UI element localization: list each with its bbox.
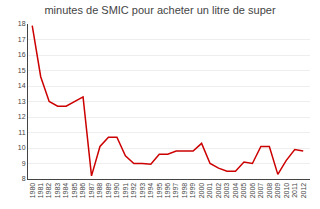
svg-text:2006: 2006 bbox=[249, 183, 256, 199]
svg-text:16: 16 bbox=[18, 51, 26, 58]
svg-text:1999: 1999 bbox=[189, 183, 196, 199]
svg-text:15: 15 bbox=[18, 67, 26, 74]
svg-text:1995: 1995 bbox=[156, 183, 163, 199]
svg-text:12: 12 bbox=[18, 113, 26, 120]
svg-text:2003: 2003 bbox=[223, 183, 230, 199]
svg-text:2010: 2010 bbox=[283, 183, 290, 199]
svg-text:2011: 2011 bbox=[291, 183, 298, 198]
svg-text:2007: 2007 bbox=[257, 183, 264, 199]
svg-text:1993: 1993 bbox=[139, 183, 146, 199]
svg-text:1998: 1998 bbox=[181, 183, 188, 199]
svg-text:1991: 1991 bbox=[122, 183, 129, 199]
svg-text:minutes de SMIC pour acheter u: minutes de SMIC pour acheter un litre de… bbox=[44, 4, 275, 16]
svg-text:1984: 1984 bbox=[62, 183, 69, 199]
svg-text:1987: 1987 bbox=[88, 183, 95, 199]
svg-text:2001: 2001 bbox=[206, 183, 213, 199]
svg-text:9: 9 bbox=[22, 160, 26, 167]
svg-text:13: 13 bbox=[18, 98, 26, 105]
svg-text:2009: 2009 bbox=[274, 183, 281, 199]
svg-text:1986: 1986 bbox=[79, 183, 86, 199]
svg-text:2000: 2000 bbox=[198, 183, 205, 199]
svg-text:2002: 2002 bbox=[215, 183, 222, 199]
svg-text:2004: 2004 bbox=[232, 183, 239, 199]
svg-text:1988: 1988 bbox=[96, 183, 103, 199]
svg-text:1990: 1990 bbox=[113, 183, 120, 199]
svg-text:1997: 1997 bbox=[172, 183, 179, 199]
svg-text:1994: 1994 bbox=[147, 183, 154, 199]
svg-text:14: 14 bbox=[18, 82, 26, 89]
svg-text:10: 10 bbox=[18, 144, 26, 151]
svg-text:18: 18 bbox=[18, 20, 26, 27]
svg-text:8: 8 bbox=[22, 175, 26, 182]
svg-text:1989: 1989 bbox=[105, 183, 112, 199]
svg-text:1983: 1983 bbox=[54, 183, 61, 199]
svg-text:1996: 1996 bbox=[164, 183, 171, 199]
svg-text:2005: 2005 bbox=[240, 183, 247, 199]
svg-text:1985: 1985 bbox=[71, 183, 78, 199]
svg-text:11: 11 bbox=[18, 129, 25, 136]
svg-text:2012: 2012 bbox=[300, 183, 307, 199]
svg-text:17: 17 bbox=[18, 36, 26, 43]
svg-text:2008: 2008 bbox=[266, 183, 273, 199]
svg-text:1992: 1992 bbox=[130, 183, 137, 199]
svg-text:1981: 1981 bbox=[37, 183, 44, 199]
svg-text:1980: 1980 bbox=[29, 183, 36, 199]
svg-text:1982: 1982 bbox=[45, 183, 52, 199]
